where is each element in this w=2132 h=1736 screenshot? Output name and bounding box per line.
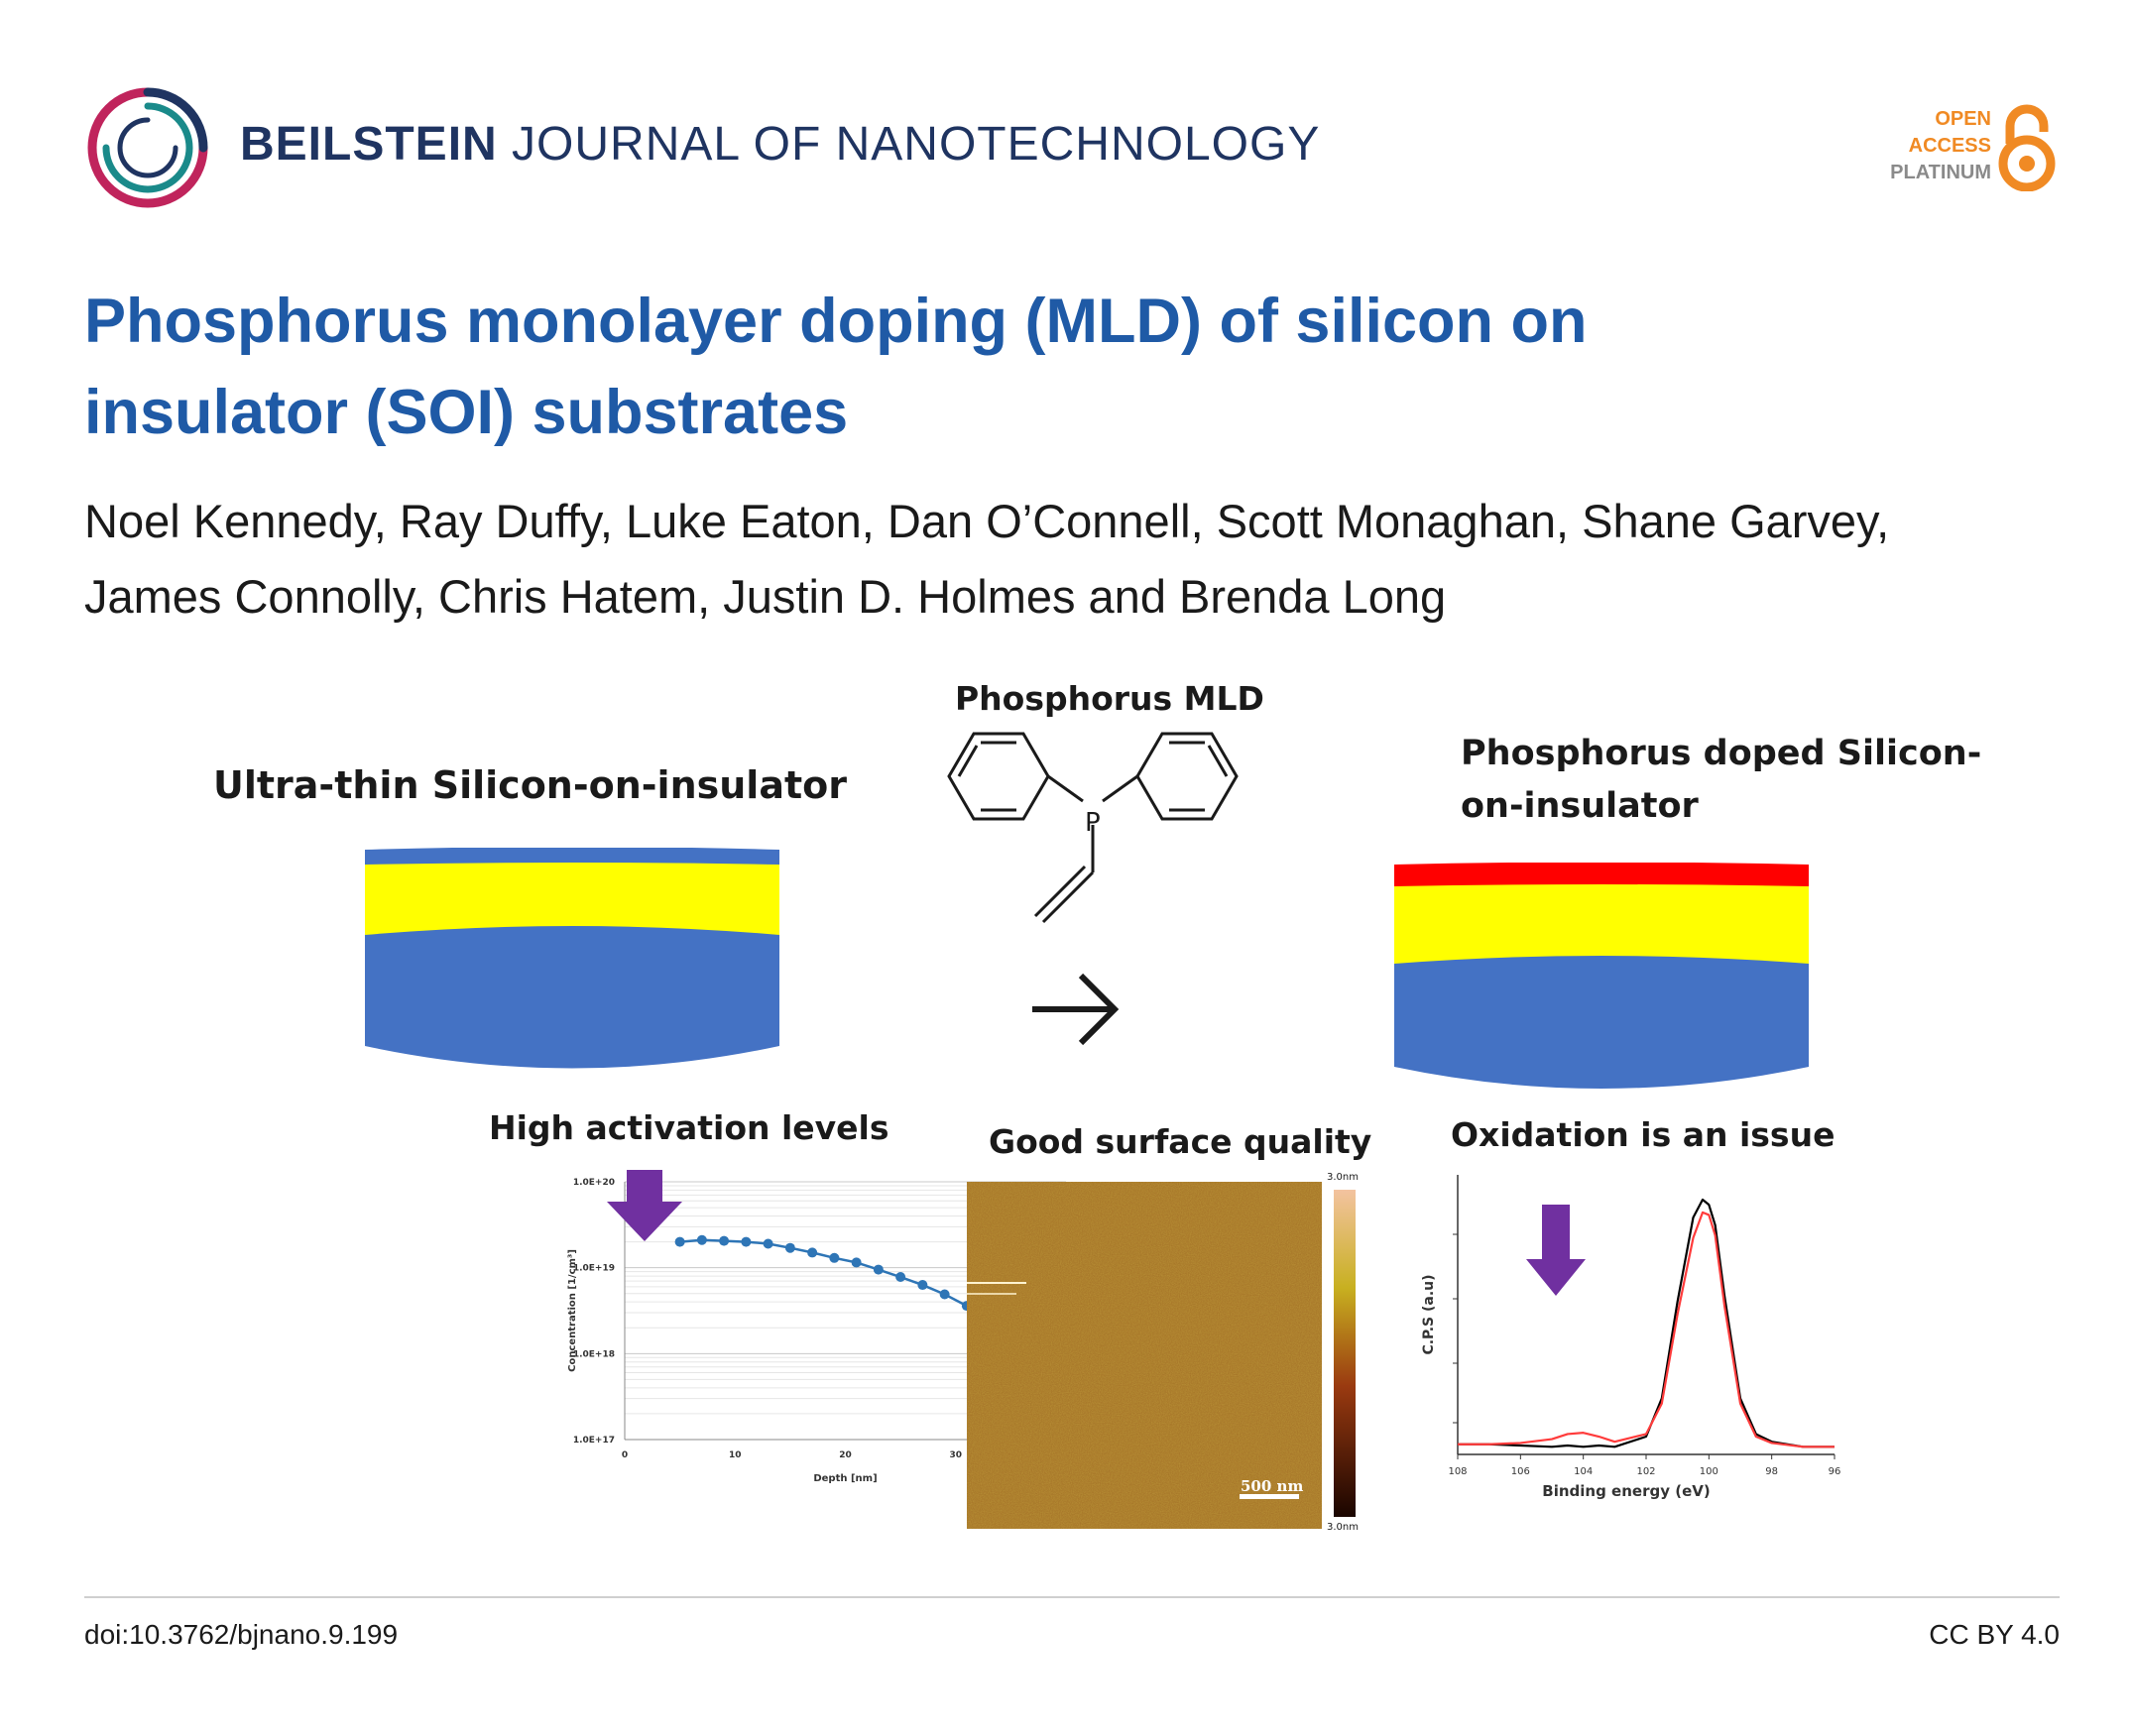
label-surface-quality: Good surface quality: [989, 1122, 1372, 1161]
author-list: Noel Kennedy, Ray Duffy, Luke Eaton, Dan…: [84, 484, 2068, 635]
label-oxidation: Oxidation is an issue: [1451, 1115, 1836, 1154]
beilstein-logo-icon: [87, 87, 208, 208]
x-tick-label: 108: [1448, 1466, 1467, 1477]
oxide-layer-left: [365, 863, 779, 935]
data-point: [719, 1235, 730, 1246]
data-point: [939, 1289, 950, 1300]
authors-line-1: Noel Kennedy, Ray Duffy, Luke Eaton, Dan…: [84, 495, 1890, 547]
y-axis-label: Concentration [1/cm³]: [567, 1249, 578, 1372]
data-point: [674, 1236, 685, 1247]
x-tick-label: 100: [1700, 1466, 1718, 1477]
oa-line-platinum: PLATINUM: [1890, 162, 1991, 183]
graphical-abstract: Ultra-thin Silicon-on-insulator Phosphor…: [198, 664, 1981, 1557]
data-point: [784, 1242, 795, 1253]
data-point: [807, 1247, 818, 1258]
doi-text: doi:10.3762/bjnano.9.199: [84, 1619, 399, 1650]
footer-divider: [84, 1596, 2060, 1598]
x-tick-label: 102: [1636, 1466, 1655, 1477]
label-phosphorus-mld: Phosphorus MLD: [955, 679, 1264, 718]
silicon-substrate-right: [1394, 954, 1809, 1089]
colorbar-top-label: 3.0nm: [1327, 1172, 1359, 1183]
data-point: [851, 1257, 862, 1268]
x-tick-label: 96: [1829, 1466, 1841, 1477]
silicon-substrate-left: [365, 907, 779, 1069]
reaction-arrow-icon: [1032, 973, 1120, 1046]
data-point: [696, 1234, 707, 1245]
label-doped-soi-1: Phosphorus doped Silicon-: [1461, 734, 1982, 773]
series-line-1: [1458, 1198, 1835, 1448]
diphenylvinylphosphine-molecule: [947, 732, 1239, 924]
phosphorus-doped-layer: [1394, 863, 1809, 886]
oa-line-access: ACCESS: [1908, 135, 1991, 157]
series-line-2: [1458, 1211, 1835, 1448]
xps-spectrum-chart: 108 106 104 102 100 98 96 Binding energy (eV) C.…: [1421, 1175, 1841, 1500]
title-line-1: Phosphorus monolayer doping (MLD) of sil…: [84, 287, 1588, 356]
oxide-layer-right: [1394, 882, 1809, 964]
afm-colorbar: [1334, 1190, 1356, 1517]
open-lock-icon: [1998, 104, 2056, 191]
x-tick-label: 106: [1511, 1466, 1530, 1477]
x-tick-label: 30: [949, 1450, 962, 1460]
x-tick-label: 104: [1574, 1466, 1593, 1477]
afm-scale-bar-label: 500 nm: [1241, 1477, 1304, 1495]
afm-image: [967, 1182, 1322, 1529]
purple-down-arrow-2: [1526, 1205, 1586, 1296]
data-point: [917, 1280, 928, 1291]
x-axis-label: Binding energy (eV): [1542, 1482, 1710, 1500]
soi-stack-left: [365, 848, 779, 1069]
data-point: [741, 1236, 752, 1247]
purple-down-arrow-1: [607, 1170, 682, 1241]
y-tick-label: 1.0E+17: [573, 1436, 615, 1446]
data-point: [873, 1264, 884, 1275]
data-point: [763, 1238, 773, 1249]
open-access-badge: OPEN ACCESS PLATINUM: [1864, 104, 2068, 191]
y-axis-label: C.P.S (a.u): [1421, 1274, 1437, 1354]
x-tick-label: 98: [1765, 1466, 1778, 1477]
title-line-2: insulator (SOI) substrates: [84, 378, 849, 447]
y-tick-label: 1.0E+19: [573, 1264, 615, 1274]
x-axis-label: Depth [nm]: [813, 1473, 877, 1484]
y-tick-label: 1.0E+20: [573, 1178, 615, 1188]
phosphorus-atom-label: P: [1085, 808, 1101, 838]
x-tick-label: 0: [622, 1450, 628, 1460]
oa-line-open: OPEN: [1935, 108, 1991, 130]
soi-stack-right: [1394, 863, 1809, 1089]
data-point: [895, 1272, 906, 1283]
license-text: CC BY 4.0: [1929, 1619, 2060, 1650]
data-point: [829, 1252, 840, 1263]
journal-name: BEILSTEIN JOURNAL OF NANOTECHNOLOGY: [240, 118, 1321, 171]
colorbar-bottom-label: 3.0nm: [1327, 1522, 1359, 1533]
label-ultrathin-soi: Ultra-thin Silicon-on-insulator: [213, 763, 847, 807]
label-activation: High activation levels: [489, 1108, 889, 1147]
article-title: Phosphorus monolayer doping (MLD) of sil…: [84, 276, 1968, 458]
x-tick-label: 10: [729, 1450, 742, 1460]
x-tick-label: 20: [839, 1450, 852, 1460]
authors-line-2: James Connolly, Chris Hatem, Justin D. H…: [84, 570, 1447, 623]
y-tick-label: 1.0E+18: [573, 1349, 615, 1359]
top-silicon-left: [365, 848, 779, 865]
label-doped-soi-2: on-insulator: [1461, 786, 1699, 826]
